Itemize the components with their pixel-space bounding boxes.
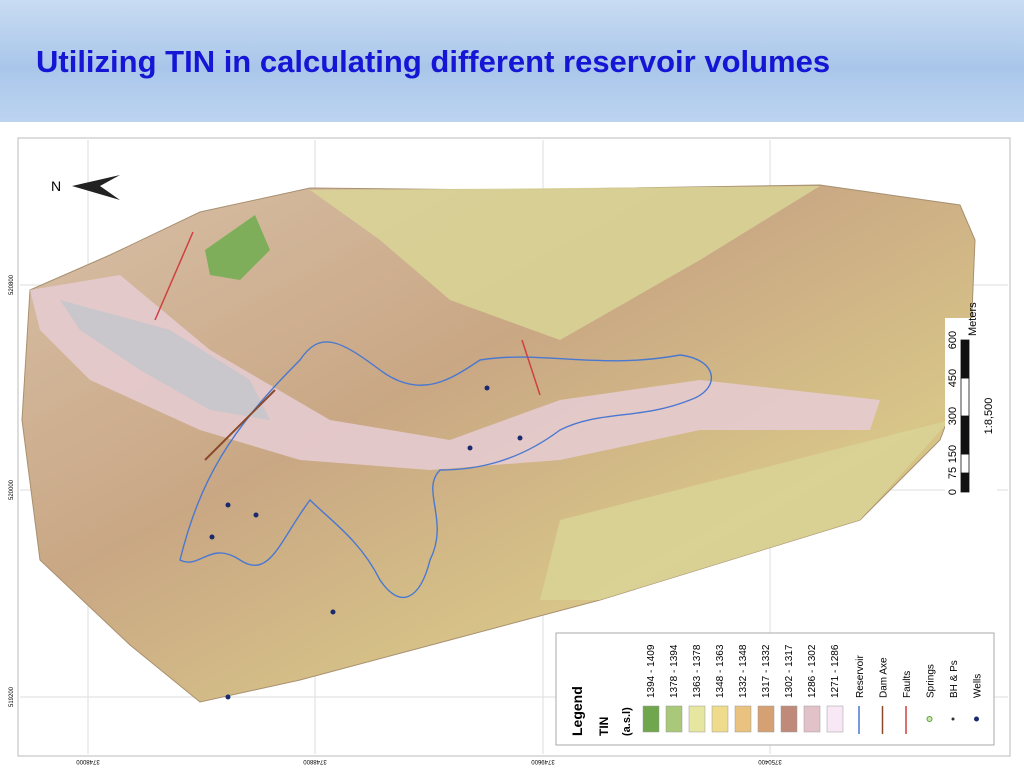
legend-symbol-label: Dam Axe (879, 657, 890, 698)
gray-area (60, 300, 270, 420)
coord-label: 519200 (9, 686, 15, 707)
legend-box (555, 632, 995, 746)
coord-label: 3748800 (303, 758, 327, 764)
scale-label: 0 (947, 489, 959, 495)
scale-segment (960, 377, 970, 417)
wells (209, 385, 523, 700)
scale-bar: 0 75 150 300 450 600 Meters 1:8,500 (947, 302, 995, 495)
coord-label: 3750400 (758, 758, 782, 764)
legend-symbol-label: Springs (926, 664, 937, 698)
legend-swatch (780, 705, 798, 733)
scale-label: 300 (947, 407, 959, 425)
scale-label: 600 (947, 331, 959, 349)
legend-class-label: 1271 - 1286 (830, 644, 841, 698)
legend-swatch (803, 705, 821, 733)
coord-label: 520800 (9, 274, 15, 295)
legend-symbol-label: Faults (902, 671, 913, 698)
legend-swatch (826, 705, 844, 733)
legend-class-label: 1348 - 1363 (715, 644, 726, 698)
legend-class-label: 1394 - 1409 (646, 644, 657, 698)
scale-segment (960, 415, 970, 455)
title: Utilizing TIN in calculating different r… (36, 44, 831, 79)
legend-swatch (642, 705, 660, 733)
scale-label: 450 (947, 369, 959, 387)
legend-layer: TIN (597, 717, 611, 736)
dam-axe (204, 389, 276, 461)
north-label: N (51, 178, 61, 194)
legend-symbol-label: Reservoir (855, 655, 866, 698)
flat-area (310, 186, 820, 340)
north-arrow: N (51, 175, 120, 200)
legend-class-label: 1317 - 1332 (761, 644, 772, 698)
legend-symbol (974, 716, 979, 722)
legend-subtitle: (a.s.l) (621, 707, 633, 736)
green-patch (205, 215, 270, 280)
scale-box (945, 318, 997, 498)
coordinates: 520800 520000 519200 3748000 3748800 3749600 3… (9, 274, 782, 764)
legend-title: Legend (569, 686, 585, 736)
legend-class-label: 1286 - 1302 (807, 644, 818, 698)
legend-swatch (688, 705, 706, 733)
legend-class-label: 1302 - 1317 (784, 644, 795, 698)
legend-symbol (926, 716, 933, 722)
legend: Legend TIN (a.s.l) 1394 - 1409 1378 - 1394 13… (569, 644, 984, 736)
legend-symbol (951, 717, 955, 721)
flat-area (540, 420, 950, 600)
coord-label: 3749600 (531, 758, 555, 764)
legend-symbol-label: Wells (973, 674, 984, 698)
legend-swatch (711, 705, 729, 733)
scale-ratio: 1:8,500 (983, 398, 995, 435)
coord-label: 3748000 (76, 758, 100, 764)
coord-label: 520000 (9, 479, 15, 500)
scale-segment (960, 472, 970, 493)
scale-label: 150 (947, 445, 959, 463)
fault (154, 231, 194, 321)
fault (521, 339, 541, 396)
scale-segment (960, 339, 970, 379)
legend-swatch (665, 705, 683, 733)
legend-swatch (734, 705, 752, 733)
legend-class-label: 1332 - 1348 (738, 644, 749, 698)
legend-class-label: 1378 - 1394 (669, 644, 680, 698)
scale-label: 75 (947, 467, 959, 479)
header: Utilizing TIN in calculating different r… (0, 0, 1024, 122)
reservoir-outline (179, 341, 713, 599)
legend-swatch (757, 705, 775, 733)
scale-unit: Meters (967, 302, 979, 336)
scale-segment (960, 453, 970, 474)
map: N Legend TIN (a.s.l) 1394 - 1409 1378 - 1394… (9, 137, 1011, 764)
legend-class-label: 1363 - 1378 (692, 644, 703, 698)
legend-symbol-label: BH & Ps (949, 660, 960, 698)
